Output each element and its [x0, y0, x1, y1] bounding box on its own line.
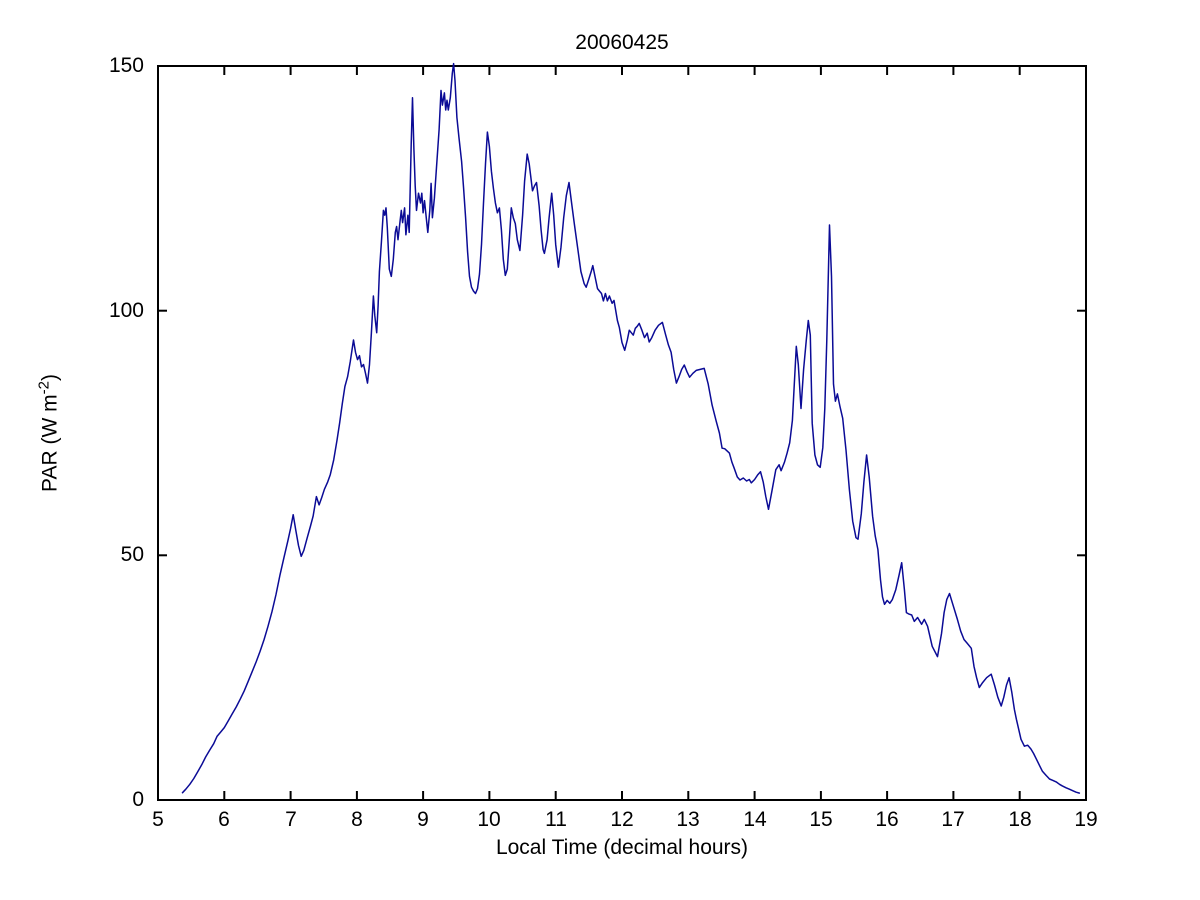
- x-tick-label: 11: [545, 808, 567, 831]
- x-tick-label: 14: [743, 808, 767, 831]
- chart-title: 20060425: [575, 31, 669, 54]
- y-axis-label-prefix: PAR (W m: [38, 394, 62, 492]
- y-tick-label: 0: [132, 788, 144, 811]
- y-tick-label: 100: [108, 299, 144, 322]
- x-tick-label: 8: [351, 808, 363, 831]
- y-tick-label: 50: [120, 543, 144, 566]
- x-tick-label: 16: [875, 808, 899, 831]
- x-tick-label: 18: [1008, 808, 1032, 831]
- x-tick-label: 13: [676, 808, 700, 831]
- par-line: [181, 62, 1081, 794]
- x-tick-label: 10: [477, 808, 501, 831]
- y-tick-label: 150: [108, 54, 144, 77]
- x-tick-label: 7: [285, 808, 297, 831]
- y-axis-label-superscript: -2: [35, 381, 53, 395]
- x-tick-label: 15: [809, 808, 833, 831]
- axis-box: [157, 65, 1087, 801]
- x-tick-label: 5: [152, 808, 164, 831]
- y-axis-label-suffix: ): [38, 374, 62, 382]
- x-tick-label: 6: [218, 808, 230, 831]
- x-tick-label: 12: [610, 808, 634, 831]
- y-axis-label: PAR (W m-2): [36, 374, 63, 492]
- x-tick-label: 17: [941, 808, 965, 831]
- x-axis-label: Local Time (decimal hours): [495, 836, 749, 859]
- x-tick-label: 9: [417, 808, 429, 831]
- x-tick-label: 19: [1074, 808, 1098, 831]
